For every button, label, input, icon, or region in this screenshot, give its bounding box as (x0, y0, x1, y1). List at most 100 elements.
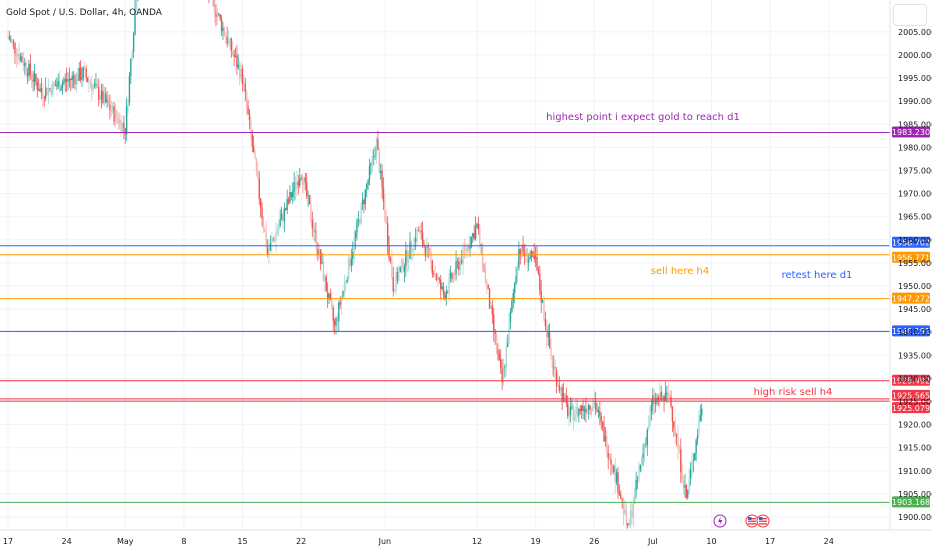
candle-body-431 (608, 458, 611, 460)
lightning-event-icon (713, 514, 727, 528)
level-badge-1958.702 (892, 236, 930, 248)
chart-settings-box[interactable] (893, 4, 927, 26)
price-tick-label: 1990.000 (898, 97, 932, 106)
candle-body-164 (236, 55, 238, 68)
candle-body-405 (572, 406, 575, 421)
candle-body-237 (338, 302, 340, 322)
candle-body-426 (601, 421, 604, 427)
candle-body-346 (490, 305, 492, 309)
candle-body-469 (661, 395, 664, 401)
candle-body-228 (325, 276, 327, 292)
candle-body-255 (363, 200, 365, 205)
level-badge-text: 1940.191 (892, 327, 930, 336)
candle-body-414 (585, 408, 587, 413)
us-flag-event-icon-0 (745, 514, 759, 528)
candle-body-493 (695, 439, 697, 453)
time-axis[interactable]: 17 24 May 8 15 22 Jun 12 19 26 Jul 10 17 24 (3, 537, 834, 546)
candle-body-210 (300, 177, 302, 180)
candle-body-51 (78, 67, 80, 81)
level-badge-text: 1929.492 (892, 376, 930, 385)
candle-body-67 (100, 90, 103, 100)
candle-body-470 (663, 395, 665, 401)
candle-body-187 (268, 250, 270, 255)
candle-body-71 (106, 99, 108, 103)
candle-body-330 (467, 245, 470, 249)
candle-body-337 (477, 223, 480, 230)
candle-body-76 (113, 106, 115, 122)
candle-body-349 (494, 330, 496, 335)
candle-body-171 (245, 91, 248, 107)
candle-body-490 (691, 460, 693, 470)
candle-body-4 (12, 40, 15, 43)
candle-body-193 (276, 230, 279, 233)
price-axis[interactable]: 1900.000 1905.000 1910.000 1915.000 1920.000… (0, 0, 932, 531)
candle-body-310 (440, 279, 442, 289)
candle-body-32 (51, 82, 54, 95)
candle-body-335 (474, 227, 477, 239)
candle-body-185 (265, 232, 267, 248)
candle-body-460 (649, 411, 651, 426)
candle-body-174 (250, 119, 252, 135)
candle-body-47 (72, 75, 75, 78)
time-tick-label: 15 (237, 537, 247, 546)
candle-body-149 (215, 13, 217, 17)
candle-body-229 (326, 291, 329, 299)
candle-body-36 (57, 81, 59, 86)
candle-body-35 (56, 85, 58, 87)
candle-body-331 (469, 246, 471, 249)
candle-body-315 (446, 291, 449, 293)
candle-body-360 (509, 311, 512, 322)
candle-body-247 (352, 252, 354, 259)
candle-body-468 (660, 392, 662, 401)
price-tick-label: 2005.000 (898, 28, 932, 37)
candle-body-287 (407, 259, 410, 263)
level-badge-text: 1947.272 (892, 294, 930, 303)
candle-body-291 (413, 238, 415, 251)
annotations: highest point i expect gold to reach d1 s… (546, 112, 852, 398)
candle-body-390 (551, 355, 554, 368)
price-tick-label: 1965.000 (898, 213, 932, 222)
candle-body-393 (555, 370, 558, 386)
event-markers[interactable] (713, 514, 770, 528)
candle-body-26 (43, 97, 45, 99)
candle-body-38 (60, 88, 62, 91)
level-badge-1956.771 (892, 251, 930, 263)
candle-body-182 (261, 208, 263, 219)
candle-body-72 (107, 99, 110, 105)
candle-body-432 (610, 459, 612, 465)
candle-body-56 (85, 68, 87, 78)
candle-body-288 (409, 241, 411, 260)
time-tick-label: 10 (706, 537, 716, 546)
candle-body-172 (247, 106, 249, 114)
level-badge-text: 1903.168 (892, 498, 930, 507)
candle-body-2 (10, 39, 12, 41)
candle-body-456 (643, 444, 646, 454)
candle-body-463 (653, 395, 655, 404)
candle-body-420 (593, 401, 595, 407)
candle-body-64 (96, 83, 99, 88)
candle-body-458 (646, 429, 648, 445)
candle-body-156 (225, 35, 227, 38)
price-tick-label: 1975.000 (898, 167, 932, 176)
candle-body-462 (652, 395, 654, 406)
candle-body-298 (423, 243, 425, 247)
candle-body-318 (451, 273, 453, 280)
candle-body-351 (497, 349, 499, 354)
candle-body-322 (456, 261, 459, 263)
candle-body-472 (666, 392, 668, 394)
candle-body-50 (77, 73, 79, 81)
candle-body-59 (89, 81, 92, 85)
candle-body-186 (266, 247, 269, 255)
candle-body-23 (39, 88, 41, 92)
annotation-2: retest here d1 (782, 270, 853, 281)
candle-body-300 (426, 246, 428, 257)
candle-body-165 (237, 64, 240, 68)
candle-body-429 (606, 435, 608, 454)
candle-body-34 (54, 84, 57, 87)
candle-body-234 (333, 320, 336, 326)
candle-body-284 (403, 266, 406, 272)
candle-body-204 (292, 191, 294, 198)
candle-body-41 (64, 78, 66, 82)
candle-body-481 (678, 448, 681, 450)
